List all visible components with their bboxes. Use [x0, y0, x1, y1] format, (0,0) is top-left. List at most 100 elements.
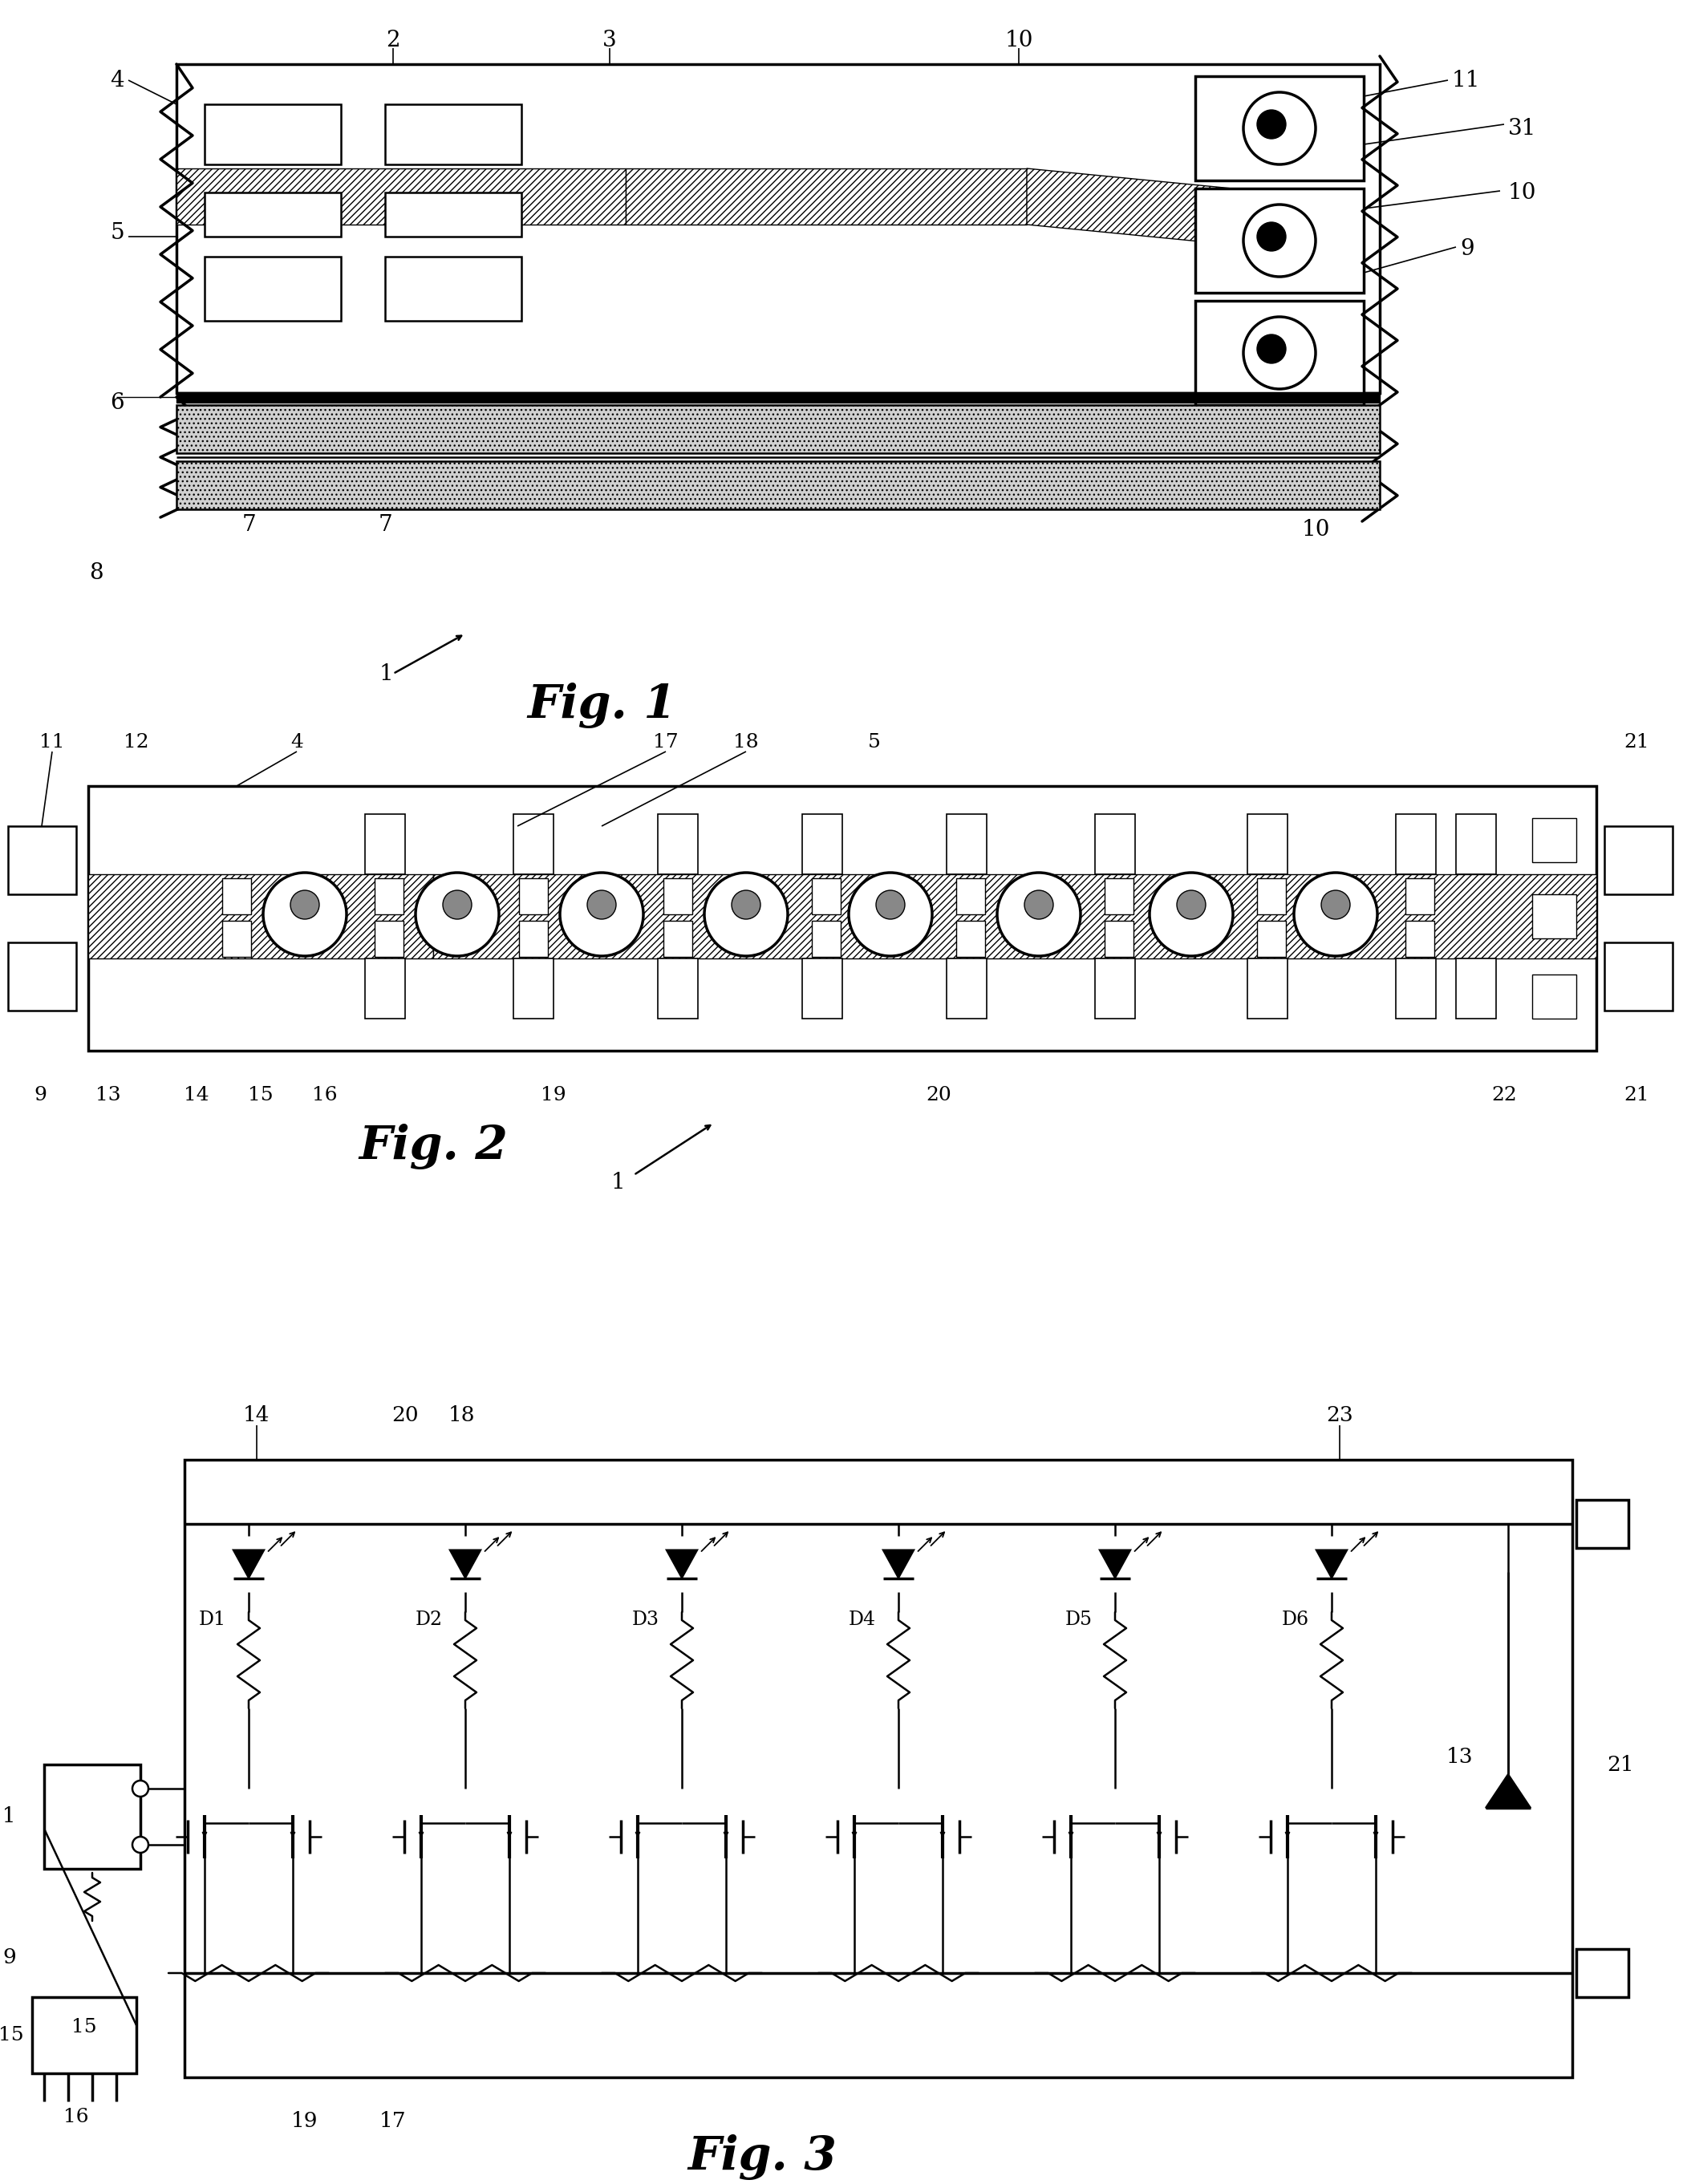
Bar — [658, 959, 698, 1018]
Bar — [177, 461, 1380, 509]
Text: D3: D3 — [633, 1612, 660, 1629]
Text: D5: D5 — [1064, 1612, 1093, 1629]
Bar — [1196, 301, 1363, 404]
Bar — [8, 826, 76, 893]
Text: 14: 14 — [243, 1406, 270, 1426]
Bar — [1247, 959, 1287, 1018]
Text: 9: 9 — [34, 1085, 47, 1105]
Circle shape — [703, 874, 788, 957]
Bar — [434, 874, 1196, 959]
Bar — [223, 922, 251, 957]
Text: 21: 21 — [1625, 732, 1650, 751]
Text: 7: 7 — [378, 515, 391, 537]
Text: 31: 31 — [1508, 118, 1537, 140]
Bar — [658, 815, 698, 874]
Text: D6: D6 — [1282, 1612, 1309, 1629]
Text: 17: 17 — [380, 2112, 407, 2132]
Bar — [1576, 1500, 1628, 1548]
Bar — [1604, 943, 1672, 1011]
Text: 6: 6 — [110, 391, 125, 413]
Circle shape — [587, 891, 616, 919]
Bar — [184, 1459, 1572, 2077]
Bar — [1196, 874, 1596, 959]
Bar — [520, 878, 548, 915]
Bar — [1395, 959, 1436, 1018]
Text: 5: 5 — [869, 732, 881, 751]
Text: 5: 5 — [110, 223, 125, 242]
Bar — [957, 922, 985, 957]
Circle shape — [1243, 205, 1316, 277]
Text: 10: 10 — [1004, 28, 1032, 50]
Circle shape — [560, 874, 643, 957]
Circle shape — [442, 891, 472, 919]
Text: 16: 16 — [312, 1085, 337, 1105]
Text: 7: 7 — [241, 515, 256, 537]
Text: 13: 13 — [96, 1085, 121, 1105]
Text: D4: D4 — [849, 1612, 876, 1629]
Text: Fig. 2: Fig. 2 — [359, 1125, 508, 1171]
Text: 13: 13 — [1446, 1747, 1473, 1767]
Circle shape — [1321, 891, 1350, 919]
Bar — [946, 815, 987, 874]
Bar — [1095, 959, 1135, 1018]
Circle shape — [849, 874, 933, 957]
Bar — [1196, 188, 1363, 293]
Polygon shape — [233, 1551, 265, 1579]
Circle shape — [732, 891, 761, 919]
Circle shape — [997, 874, 1081, 957]
Bar — [1532, 893, 1576, 939]
Text: 21: 21 — [1625, 1085, 1650, 1105]
Text: 22: 22 — [1491, 1085, 1517, 1105]
Text: 21: 21 — [1608, 1754, 1635, 1776]
Bar — [811, 878, 840, 915]
Bar — [177, 63, 1380, 393]
Bar — [1105, 878, 1134, 915]
Bar — [204, 192, 341, 236]
Circle shape — [132, 1780, 148, 1797]
Bar — [803, 959, 842, 1018]
Bar — [513, 959, 553, 1018]
Bar — [1395, 815, 1436, 874]
Bar — [364, 815, 405, 874]
Text: 2: 2 — [386, 28, 400, 50]
Text: 8: 8 — [89, 563, 103, 585]
Bar — [1405, 878, 1434, 915]
Circle shape — [263, 874, 346, 957]
Text: 4: 4 — [290, 732, 304, 751]
Text: 11: 11 — [0, 1806, 17, 1826]
Text: 10: 10 — [1301, 518, 1329, 539]
Circle shape — [1257, 109, 1285, 140]
Text: 18: 18 — [734, 732, 759, 751]
Circle shape — [1257, 223, 1285, 251]
Polygon shape — [1486, 1773, 1530, 1808]
Bar — [811, 922, 840, 957]
Bar — [663, 922, 692, 957]
Bar — [177, 168, 626, 225]
Bar — [375, 922, 403, 957]
Bar — [375, 878, 403, 915]
Text: 12: 12 — [123, 732, 148, 751]
Text: D1: D1 — [199, 1612, 226, 1629]
Bar — [88, 874, 434, 959]
Circle shape — [1149, 874, 1233, 957]
Text: 20: 20 — [391, 1406, 418, 1426]
Text: 4: 4 — [110, 70, 125, 92]
Bar — [1405, 922, 1434, 957]
Polygon shape — [882, 1551, 914, 1579]
Bar — [223, 878, 251, 915]
Circle shape — [1243, 317, 1316, 389]
Bar — [1095, 815, 1135, 874]
Bar — [663, 878, 692, 915]
Text: D2: D2 — [415, 1612, 444, 1629]
Bar — [1576, 1948, 1628, 1996]
Bar — [364, 959, 405, 1018]
Bar — [1456, 815, 1496, 874]
Bar — [520, 922, 548, 957]
Circle shape — [415, 874, 499, 957]
Circle shape — [1294, 874, 1377, 957]
Circle shape — [1257, 334, 1285, 363]
Bar — [32, 1996, 137, 2073]
Bar — [1604, 826, 1672, 893]
Bar — [1105, 922, 1134, 957]
Bar — [1196, 76, 1363, 181]
